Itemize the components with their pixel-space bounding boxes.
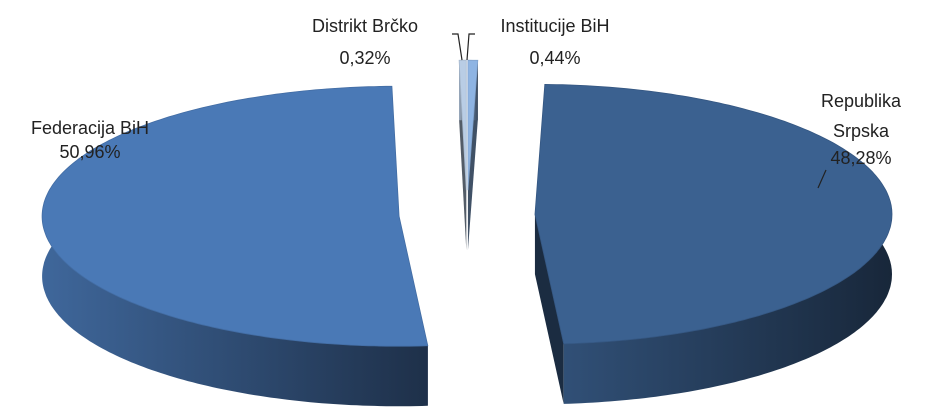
pie-slice xyxy=(467,59,479,191)
category-label: Republika Srpska xyxy=(820,91,902,141)
slice-face xyxy=(534,214,564,404)
category-label: Federacija BiH xyxy=(30,118,150,138)
leader-line xyxy=(817,169,827,189)
pie-slice xyxy=(534,83,893,345)
value-label: 48,28% xyxy=(830,148,892,168)
pie-slice xyxy=(41,85,429,347)
category-label: Institucije BiH xyxy=(500,16,610,36)
leader-line xyxy=(452,33,463,61)
value-label: 50,96% xyxy=(59,142,121,162)
slice-tops xyxy=(41,59,893,347)
slice-label: Republika Srpska 48,28% xyxy=(806,86,916,170)
pie-slice xyxy=(458,59,467,191)
value-label: 0,44% xyxy=(529,48,581,68)
slice-label: Distrikt Brčko 0,32% xyxy=(280,14,450,70)
slice-label: Institucije BiH 0,44% xyxy=(475,14,635,70)
leader-line xyxy=(466,33,475,61)
slice-label: Federacija BiH 50,96% xyxy=(5,116,175,164)
value-label: 0,32% xyxy=(339,48,391,68)
category-label: Distrikt Brčko xyxy=(311,16,418,36)
